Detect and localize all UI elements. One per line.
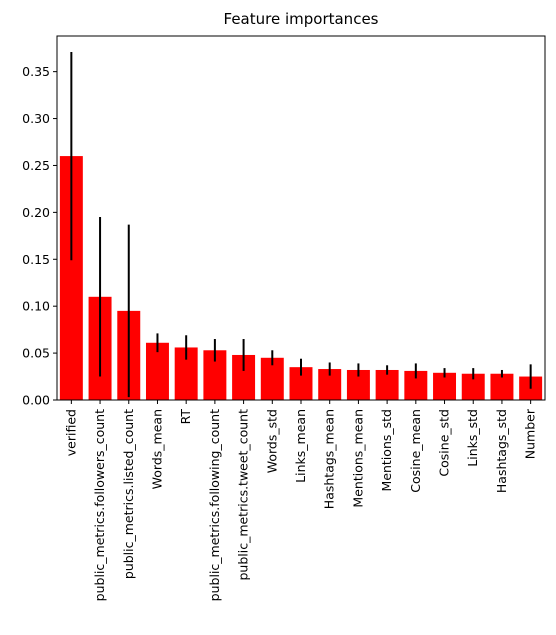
bar-Mentions_mean [346, 369, 370, 400]
bar-public_metrics.following_count [203, 350, 227, 400]
x-tick-label: Mentions_mean [350, 409, 365, 508]
bar-Cosine_std [433, 372, 457, 400]
bar-verified [59, 156, 83, 400]
bar-Hashtags_std [490, 373, 514, 400]
y-tick-label: 0.15 [22, 252, 50, 267]
bar-Cosine_mean [404, 370, 428, 400]
bar-Links_mean [289, 367, 313, 400]
x-tick-label: Hashtags_std [494, 409, 509, 493]
y-tick-label: 0.10 [22, 299, 50, 314]
y-tick-label: 0.20 [22, 205, 50, 220]
x-tick-label: verified [63, 409, 78, 456]
x-tick-label: public_metrics.tweet_count [236, 409, 251, 581]
x-tick-label: Mentions_std [379, 409, 394, 491]
bar-Links_std [461, 373, 485, 400]
y-tick-label: 0.25 [22, 158, 50, 173]
bar-public_metrics.tweet_count [232, 354, 256, 400]
bar-Words_mean [145, 342, 169, 400]
x-tick-label: public_metrics.listed_count [121, 409, 136, 579]
x-tick-label: Words_mean [149, 409, 164, 489]
x-tick-label: Cosine_std [437, 409, 452, 477]
x-tick-label: Links_std [465, 409, 480, 467]
plot-frame [56, 35, 546, 401]
x-tick-label: RT [178, 409, 193, 425]
x-tick-label: Cosine_mean [408, 409, 423, 493]
chart-title: Feature importances [224, 10, 379, 28]
bars-layer [59, 156, 543, 400]
bar-Mentions_std [375, 369, 399, 400]
error-bars-layer [70, 51, 532, 398]
x-tick-label: Links_mean [293, 409, 308, 483]
x-tick-label: Hashtags_mean [322, 409, 337, 509]
y-tick-label: 0.35 [22, 64, 50, 79]
bar-Words_std [260, 357, 284, 400]
x-tick-label: public_metrics.following_count [207, 409, 222, 601]
bar-RT [174, 347, 198, 400]
x-tick-label: public_metrics.followers_count [92, 409, 107, 601]
x-tick-label: Number [523, 408, 538, 459]
bar-Hashtags_mean [318, 369, 342, 400]
axes-layer: verified public_metrics.followers_count pu… [22, 35, 546, 601]
y-tick-label: 0.30 [22, 111, 50, 126]
y-tick-label: 0.05 [22, 346, 50, 361]
y-tick-label: 0.00 [22, 393, 50, 408]
x-tick-label: Words_std [264, 409, 279, 473]
